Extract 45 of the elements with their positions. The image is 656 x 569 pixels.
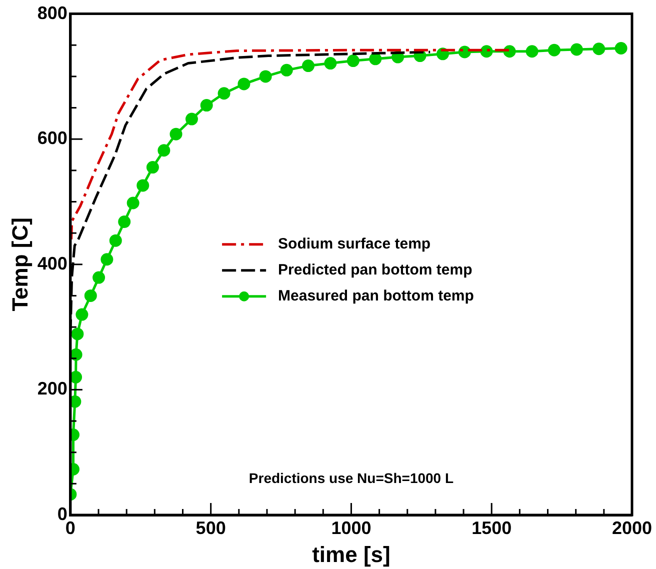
point bbox=[218, 87, 230, 100]
point bbox=[76, 308, 88, 321]
point bbox=[185, 112, 198, 126]
point bbox=[200, 99, 213, 112]
point bbox=[71, 328, 84, 340]
point bbox=[526, 45, 538, 58]
x-tick-label: 500 bbox=[196, 518, 226, 538]
point bbox=[136, 179, 150, 192]
point bbox=[70, 370, 82, 384]
point bbox=[238, 78, 250, 90]
point bbox=[109, 234, 122, 247]
y-tick-label: 0 bbox=[57, 504, 68, 524]
point bbox=[70, 395, 82, 408]
x-tick-label: 1000 bbox=[331, 518, 372, 538]
x-tick-label: 2000 bbox=[612, 518, 652, 538]
point bbox=[280, 64, 293, 76]
point bbox=[346, 54, 360, 68]
point bbox=[324, 57, 337, 70]
legend-label: Sodium surface temp bbox=[278, 236, 431, 253]
point bbox=[146, 161, 159, 174]
point bbox=[614, 42, 628, 55]
x-axis-title: time [s] bbox=[312, 542, 390, 567]
y-axis-title: Temp [C] bbox=[7, 218, 32, 312]
point bbox=[92, 271, 106, 284]
x-tick-label: 1500 bbox=[472, 518, 512, 538]
point bbox=[548, 44, 560, 56]
point bbox=[118, 216, 131, 228]
y-tick-label: 200 bbox=[37, 378, 68, 399]
point bbox=[570, 43, 583, 56]
point bbox=[369, 52, 382, 66]
point bbox=[302, 60, 315, 72]
legend-label: Predicted pan bottom temp bbox=[278, 262, 472, 279]
y-tick-label: 600 bbox=[37, 128, 68, 148]
y-tick-label: 800 bbox=[37, 2, 68, 23]
annotation: Predictions use Nu=Sh=1000 L bbox=[248, 470, 454, 486]
point bbox=[259, 70, 272, 83]
point bbox=[158, 144, 170, 157]
point bbox=[100, 253, 114, 266]
point bbox=[126, 196, 140, 210]
point bbox=[592, 42, 606, 56]
point bbox=[70, 348, 82, 361]
legend-label: Measured pan bottom temp bbox=[278, 288, 474, 305]
y-tick-label: 400 bbox=[37, 253, 68, 274]
point bbox=[170, 128, 182, 140]
point bbox=[84, 289, 97, 302]
